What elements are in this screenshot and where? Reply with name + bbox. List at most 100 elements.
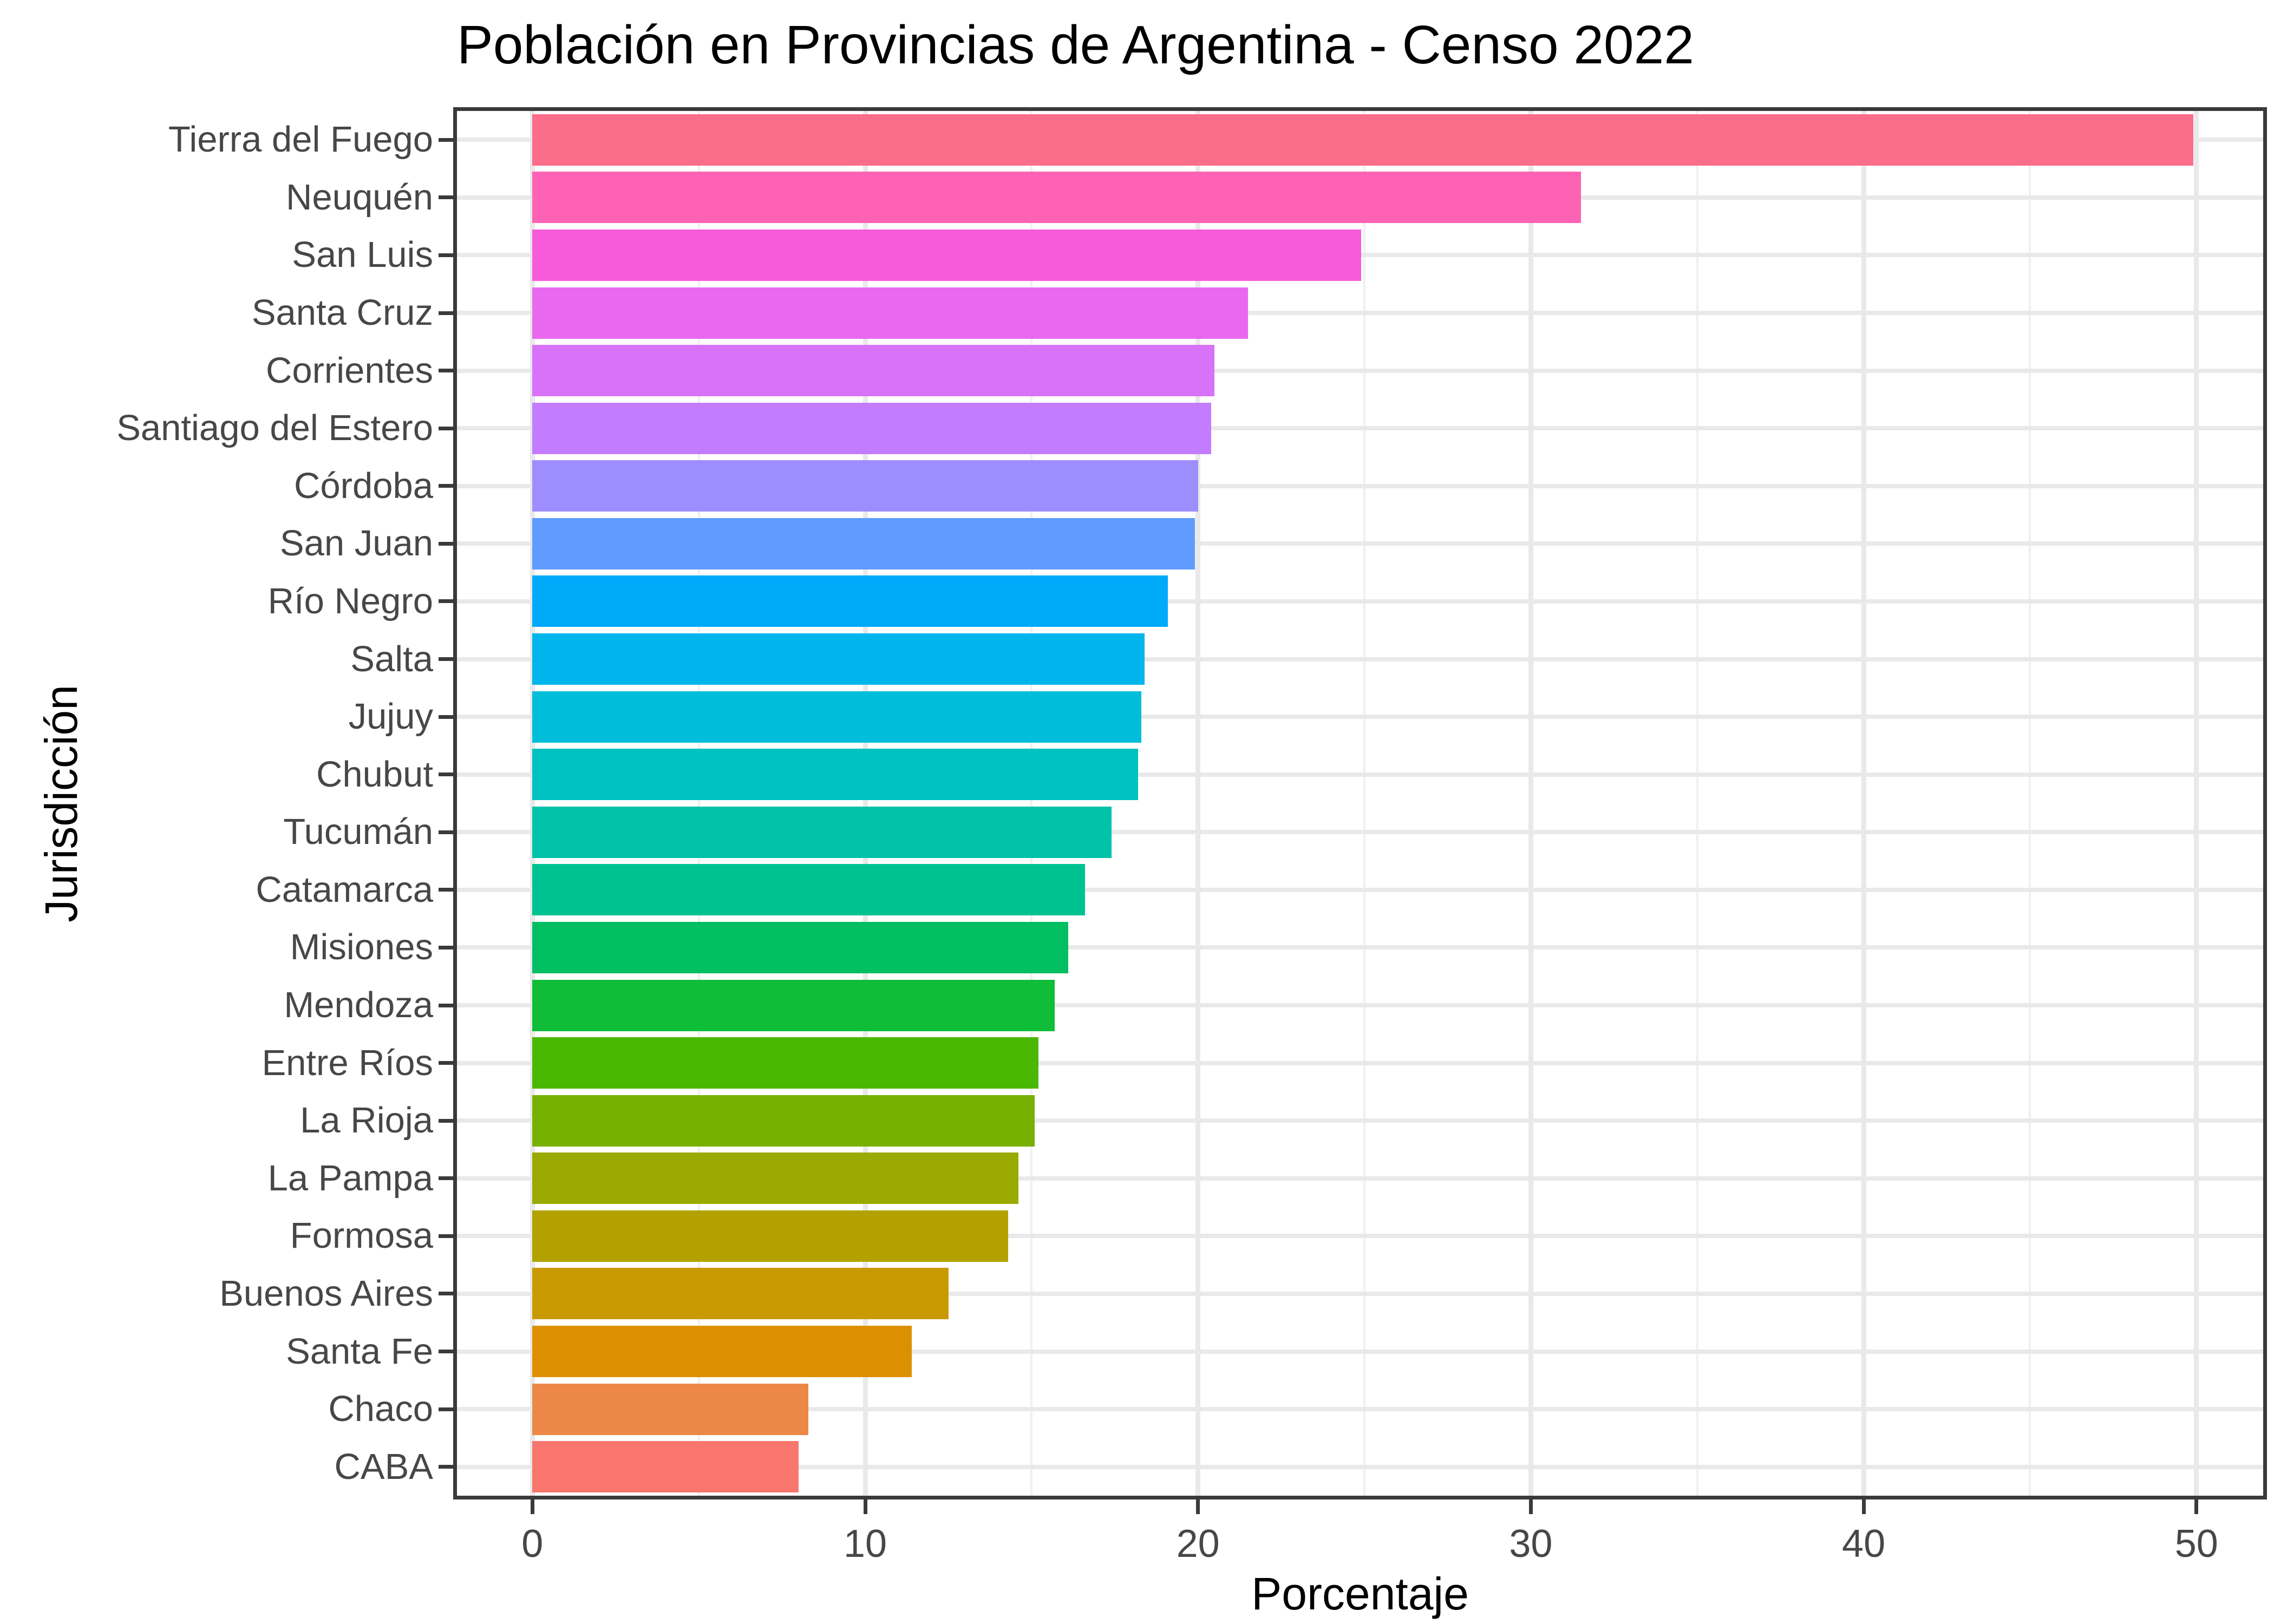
y-axis-tick-label: Jujuy [348, 696, 433, 737]
y-tick-mark [439, 137, 455, 142]
y-axis-tick-label: Formosa [290, 1215, 433, 1256]
x-axis-tick-label: 50 [2174, 1522, 2218, 1566]
x-axis-tick-label: 40 [1842, 1522, 1886, 1566]
x-axis-tick-label: 10 [843, 1522, 887, 1566]
y-axis-tick-label: Santa Cruz [251, 292, 433, 333]
y-tick-mark [439, 715, 455, 719]
bar [532, 229, 1361, 281]
y-axis-tick-label: La Pampa [267, 1157, 433, 1199]
x-minor-gridline [1030, 111, 1033, 1496]
y-major-gridline [457, 657, 2263, 662]
y-axis-tick-label: Santiago del Estero [116, 408, 433, 449]
y-tick-mark [439, 1292, 455, 1296]
y-major-gridline [457, 483, 2263, 488]
y-major-gridline [457, 599, 2263, 604]
bar [532, 806, 1112, 858]
y-axis-tick-label: Entre Ríos [262, 1042, 433, 1083]
y-axis-tick-label: Chubut [316, 754, 433, 795]
x-minor-gridline [2029, 111, 2031, 1496]
bar [532, 114, 2193, 166]
x-tick-mark [1196, 1498, 1200, 1514]
y-axis-tick-label: Salta [350, 638, 433, 679]
chart-title: Población en Provincias de Argentina - C… [457, 15, 1694, 75]
y-tick-mark [439, 1465, 455, 1469]
plot-panel [457, 111, 2263, 1496]
y-major-gridline [457, 1291, 2263, 1296]
y-tick-mark [439, 541, 455, 546]
y-major-gridline [457, 1118, 2263, 1123]
bar [532, 864, 1085, 916]
y-major-gridline [457, 368, 2263, 373]
bar [532, 1095, 1035, 1147]
bar [532, 575, 1168, 627]
bar [532, 1326, 912, 1378]
x-minor-gridline [697, 111, 700, 1496]
y-axis-tick-label: Mendoza [284, 985, 433, 1026]
y-major-gridline [457, 772, 2263, 777]
y-tick-mark [439, 195, 455, 200]
y-axis-tick-label: La Rioja [300, 1100, 433, 1141]
y-major-gridline [457, 311, 2263, 316]
y-axis-tick-label: Neuquén [286, 176, 433, 218]
y-axis-tick-label: San Luis [292, 234, 433, 276]
bar [532, 402, 1212, 454]
y-axis-tick-label: Chaco [328, 1389, 433, 1430]
y-major-gridline [457, 1464, 2263, 1469]
y-axis-tick-label: San Juan [279, 523, 433, 564]
y-major-gridline [457, 1234, 2263, 1239]
y-axis-tick-label: Buenos Aires [219, 1273, 433, 1314]
x-major-gridline [862, 111, 868, 1496]
bar [532, 691, 1142, 743]
y-tick-mark [439, 311, 455, 315]
x-minor-gridline [1696, 111, 1698, 1496]
x-axis-tick-label: 30 [1509, 1522, 1553, 1566]
bar [532, 1152, 1018, 1204]
y-axis-tick-label: Tierra del Fuego [168, 119, 433, 160]
bar [532, 1441, 799, 1493]
x-axis-tick-label: 0 [521, 1522, 544, 1566]
y-tick-mark [439, 1003, 455, 1007]
y-tick-mark [439, 484, 455, 488]
bar [532, 921, 1068, 973]
y-major-gridline [457, 945, 2263, 950]
x-major-gridline [1861, 111, 1866, 1496]
y-tick-mark [439, 599, 455, 604]
x-tick-mark [1528, 1498, 1533, 1514]
x-major-gridline [1528, 111, 1533, 1496]
y-axis-tick-label: CABA [334, 1446, 433, 1487]
bar [532, 979, 1055, 1031]
y-tick-mark [439, 1407, 455, 1411]
y-axis-tick-label: Tucumán [283, 811, 433, 853]
y-axis-tick-label: Río Negro [267, 580, 433, 621]
y-major-gridline [457, 1060, 2263, 1065]
y-tick-mark [439, 1118, 455, 1123]
bar [532, 287, 1248, 339]
bar [532, 749, 1139, 801]
bar [532, 1268, 949, 1320]
y-axis-tick-label: Santa Fe [286, 1331, 433, 1372]
y-tick-mark [439, 657, 455, 662]
x-major-gridline [530, 111, 535, 1496]
y-major-gridline [457, 1407, 2263, 1412]
x-tick-mark [530, 1498, 534, 1514]
x-axis-tick-label: 20 [1176, 1522, 1220, 1566]
y-major-gridline [457, 426, 2263, 431]
x-minor-gridline [1363, 111, 1366, 1496]
y-axis-tick-label: Catamarca [256, 869, 433, 910]
y-tick-mark [439, 1176, 455, 1181]
x-major-gridline [2194, 111, 2199, 1496]
y-major-gridline [457, 1003, 2263, 1008]
y-tick-mark [439, 253, 455, 257]
x-tick-mark [1861, 1498, 1866, 1514]
x-major-gridline [1195, 111, 1201, 1496]
y-tick-mark [439, 426, 455, 430]
y-tick-mark [439, 1234, 455, 1238]
bar [532, 460, 1198, 512]
y-tick-mark [439, 945, 455, 949]
bar [532, 518, 1195, 569]
bar [532, 1210, 1009, 1262]
y-axis-tick-label: Misiones [290, 927, 433, 968]
x-tick-mark [2194, 1498, 2199, 1514]
bar [532, 172, 1581, 224]
bar [532, 633, 1145, 685]
